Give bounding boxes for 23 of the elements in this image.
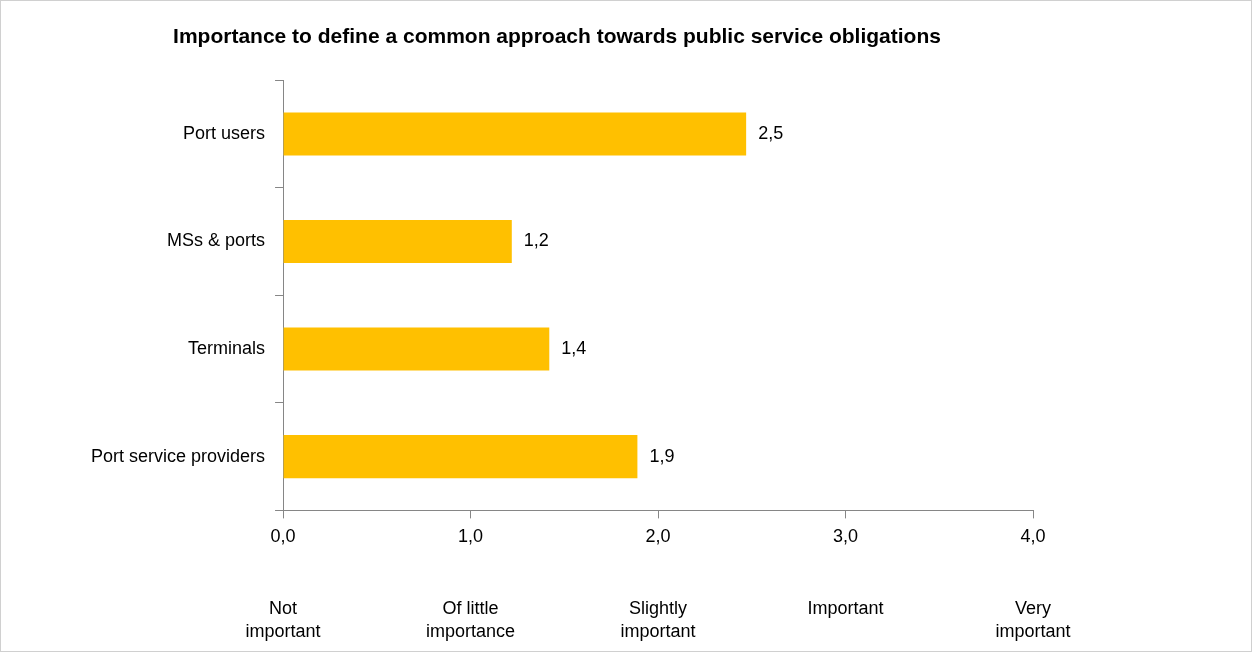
y-tick-label: MSs & ports xyxy=(167,230,266,251)
text: Not important xyxy=(245,597,321,641)
text: Very important xyxy=(995,597,1071,641)
x-tick-label: 3,0 xyxy=(833,526,859,547)
data-label: 1,4 xyxy=(561,338,587,359)
bar xyxy=(283,435,638,479)
bar xyxy=(283,220,512,264)
x-tick-label: 2,0 xyxy=(645,526,671,547)
data-label: 1,9 xyxy=(649,445,675,466)
y-tick-label: Port users xyxy=(183,122,266,143)
x-tick-label: 4,0 xyxy=(1020,526,1046,547)
x-tick-label: 1,0 xyxy=(458,526,484,547)
bar xyxy=(283,327,550,371)
x-tick-label: 0,0 xyxy=(270,526,296,547)
bar xyxy=(283,112,747,156)
y-tick-label: Terminals xyxy=(188,338,266,359)
chart-title: Importance to define a common approach towards public service obligations xyxy=(173,24,941,48)
data-label: 2,5 xyxy=(758,122,784,143)
y-tick-label: Port service providers xyxy=(91,445,266,466)
data-label: 1,2 xyxy=(523,230,549,251)
text: Of little importance xyxy=(426,597,516,641)
text: Slightly important xyxy=(620,597,696,641)
text: Important xyxy=(807,597,884,618)
